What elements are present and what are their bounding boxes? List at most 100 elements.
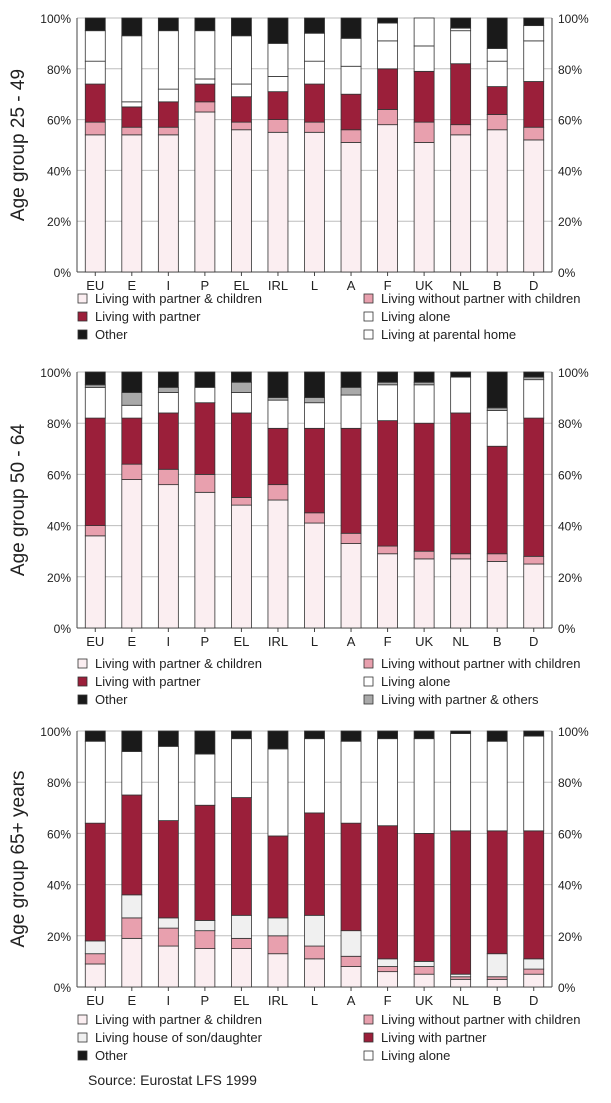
bar-segment-irl-0 bbox=[267, 499, 289, 629]
bar-segment-uk-1 bbox=[413, 550, 435, 560]
bar-segment-e-4 bbox=[121, 751, 143, 796]
chart-panel-1: 0% 0% 20% 20% 40% 40% 60% 60% 80% 80% 100% 100% Age … bbox=[8, 12, 589, 342]
legend-label: Living alone bbox=[381, 309, 450, 324]
legend-swatch bbox=[363, 1014, 374, 1025]
bar-segment-e-4 bbox=[121, 35, 143, 103]
bar-segment-i-4 bbox=[157, 30, 179, 90]
bar-segment-f-1 bbox=[377, 545, 398, 555]
x-tick-label: EL bbox=[233, 278, 249, 293]
x-tick-label: L bbox=[311, 278, 318, 293]
bar-segment-el-2 bbox=[231, 914, 252, 939]
legend-swatch bbox=[363, 658, 374, 669]
bar-segment-irl-5 bbox=[267, 371, 289, 399]
bar-segment-f-0 bbox=[377, 124, 398, 273]
legend-label: Living with partner bbox=[381, 1030, 487, 1045]
bar-segment-nl-0 bbox=[450, 558, 472, 629]
bar-segment-a-1 bbox=[340, 129, 362, 143]
bar-segment-l-1 bbox=[304, 121, 325, 133]
x-tick-label: D bbox=[529, 993, 538, 1008]
bar-segment-eu-1 bbox=[84, 525, 106, 537]
bar-segment-p-2 bbox=[194, 83, 216, 103]
bar-segment-irl-1 bbox=[267, 119, 289, 133]
bar-segment-uk-5 bbox=[413, 730, 435, 740]
y-tick-label-right: 0% bbox=[558, 622, 576, 636]
bar-segment-el-4 bbox=[231, 381, 252, 393]
bar-segment-eu-5 bbox=[84, 371, 106, 386]
legend-swatch bbox=[77, 311, 88, 322]
y-tick-label-left: 20% bbox=[47, 215, 71, 229]
bar-segment-nl-4 bbox=[450, 733, 472, 832]
bar-segment-eu-3 bbox=[84, 60, 106, 85]
bar-segment-p-2 bbox=[194, 920, 216, 932]
y-tick-label-left: 40% bbox=[47, 520, 71, 534]
bar-segment-nl-1 bbox=[450, 553, 472, 560]
bar-segment-irl-5 bbox=[267, 730, 289, 750]
bar-segment-el-3 bbox=[231, 797, 252, 916]
bar-segment-a-0 bbox=[340, 966, 362, 988]
bar-segment-a-4 bbox=[340, 386, 362, 396]
bar-segment-d-1 bbox=[523, 126, 545, 141]
bar-segment-b-4 bbox=[486, 48, 508, 62]
bar-segment-el-0 bbox=[231, 129, 252, 273]
bar-segment-uk-2 bbox=[413, 961, 435, 967]
y-axis-label: Age group 50 - 64 bbox=[8, 424, 29, 577]
legend-label: Living without partner with children bbox=[381, 656, 580, 671]
bar-segment-i-1 bbox=[157, 468, 179, 486]
bar-segment-b-1 bbox=[486, 553, 508, 562]
x-tick-label: L bbox=[311, 993, 318, 1008]
bar-segment-el-0 bbox=[231, 948, 252, 988]
bar-segment-a-1 bbox=[340, 532, 362, 544]
bar-segment-eu-5 bbox=[84, 730, 106, 742]
y-tick-label-left: 0% bbox=[54, 622, 72, 636]
legend-label: Other bbox=[95, 1048, 128, 1063]
bar-segment-a-5 bbox=[340, 371, 362, 388]
bar-segment-uk-0 bbox=[413, 973, 435, 988]
x-tick-label: P bbox=[201, 993, 210, 1008]
bar-segment-el-1 bbox=[231, 121, 252, 131]
bar-segment-f-4 bbox=[377, 738, 398, 827]
bar-segment-f-3 bbox=[377, 825, 398, 960]
bar-segment-i-5 bbox=[157, 730, 179, 747]
bar-segment-a-0 bbox=[340, 142, 362, 273]
bar-segment-irl-0 bbox=[267, 131, 289, 273]
bar-segment-uk-1 bbox=[413, 121, 435, 143]
x-tick-label: A bbox=[347, 993, 356, 1008]
bar-segment-uk-0 bbox=[413, 558, 435, 629]
y-tick-label-right: 80% bbox=[558, 63, 582, 77]
bar-segment-f-5 bbox=[377, 371, 398, 383]
y-tick-label-left: 80% bbox=[47, 776, 71, 790]
legend-swatch bbox=[363, 293, 374, 304]
bar-segment-i-0 bbox=[157, 484, 179, 629]
bar-segment-b-2 bbox=[486, 86, 508, 115]
x-tick-label: A bbox=[347, 634, 356, 649]
bar-segment-d-2 bbox=[523, 417, 545, 557]
bar-segment-l-5 bbox=[304, 730, 325, 740]
y-tick-label-left: 20% bbox=[47, 930, 71, 944]
bar-segment-b-5 bbox=[486, 730, 508, 742]
bar-segment-e-3 bbox=[121, 794, 143, 896]
bar-segment-l-0 bbox=[304, 958, 325, 988]
bar-segment-uk-2 bbox=[413, 70, 435, 123]
x-tick-label: E bbox=[127, 278, 136, 293]
bar-segment-eu-0 bbox=[84, 134, 106, 273]
y-tick-label-left: 40% bbox=[47, 879, 71, 893]
x-tick-label: IRL bbox=[268, 634, 288, 649]
y-tick-label-left: 60% bbox=[47, 114, 71, 128]
bar-segment-uk-4 bbox=[413, 17, 435, 47]
x-tick-label: EL bbox=[233, 634, 249, 649]
y-tick-label-left: 100% bbox=[40, 12, 71, 26]
bar-segment-e-1 bbox=[121, 126, 143, 136]
bar-segment-i-3 bbox=[157, 392, 179, 414]
legend-swatch bbox=[363, 676, 374, 687]
bar-segment-eu-0 bbox=[84, 535, 106, 629]
legend-label: Living with partner bbox=[95, 309, 201, 324]
bar-segment-irl-2 bbox=[267, 91, 289, 121]
bar-segment-i-5 bbox=[157, 371, 179, 388]
bar-segment-e-0 bbox=[121, 134, 143, 273]
bar-segment-irl-2 bbox=[267, 427, 289, 486]
y-tick-label-right: 40% bbox=[558, 520, 582, 534]
bar-segment-p-1 bbox=[194, 101, 216, 113]
x-tick-label: UK bbox=[415, 278, 433, 293]
bar-segment-i-2 bbox=[157, 917, 179, 929]
legend-swatch bbox=[77, 293, 88, 304]
